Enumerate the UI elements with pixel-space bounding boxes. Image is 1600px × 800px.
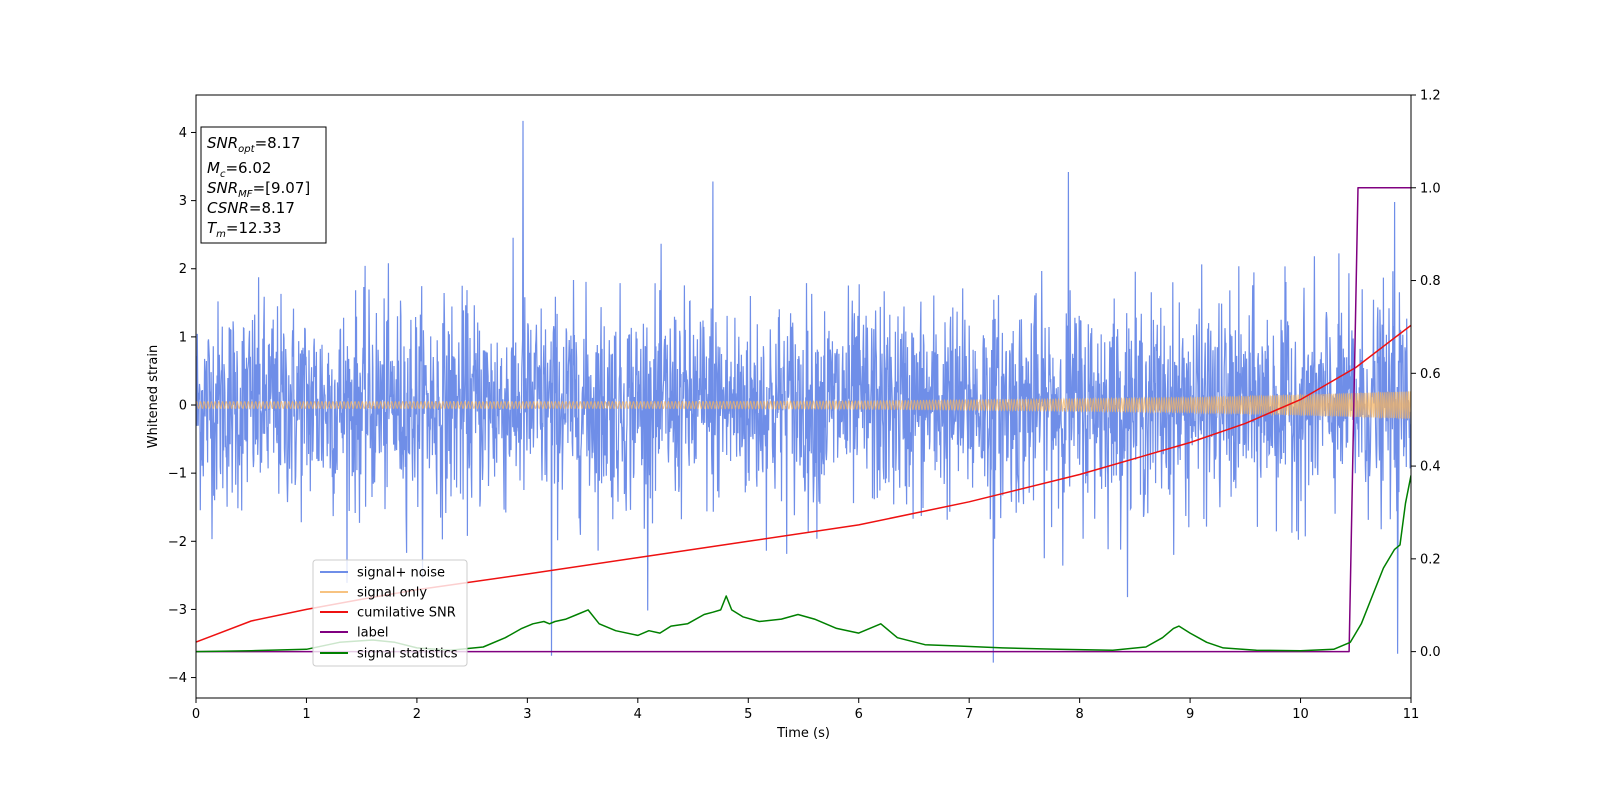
annotation-symbol: CSNR <box>207 199 249 217</box>
annotation-value: =8.17 <box>249 199 295 217</box>
y-right-tick-label: 0.8 <box>1420 274 1441 289</box>
legend: signal+ noise signal only cumilative SNR la… <box>312 559 468 667</box>
annotation-subscript: opt <box>238 144 255 155</box>
y-left-tick-label: 2 <box>179 262 187 277</box>
legend-label: cumilative SNR <box>357 606 456 621</box>
annotation-subscript: c <box>220 169 226 180</box>
y-right-tick-label: 0.2 <box>1420 552 1441 567</box>
x-tick-label: 1 <box>302 707 310 722</box>
series-signal-statistics-line <box>196 475 1411 653</box>
x-tick-label: 11 <box>1403 707 1420 722</box>
x-tick-label: 5 <box>744 707 752 722</box>
legend-label: signal+ noise <box>357 566 445 581</box>
legend-label: label <box>357 626 388 641</box>
y-left-tick-label: 3 <box>179 194 187 209</box>
annotation-value: =8.17 <box>255 134 301 152</box>
x-tick-label: 8 <box>1075 707 1083 722</box>
annotation-box: SNRopt=8.17Mc=6.02SNRMF=[9.07]CSNR=8.17T… <box>200 126 327 244</box>
x-tick-label: 4 <box>634 707 642 722</box>
annotation-symbol: M <box>207 159 220 177</box>
annotation-value: =[9.07] <box>253 179 311 197</box>
annotation-line: Mc=6.02 <box>207 159 271 180</box>
annotation-subscript: MF <box>238 189 253 200</box>
x-tick-label: 10 <box>1292 707 1309 722</box>
y-right-tick-label: 0.4 <box>1420 460 1441 475</box>
x-tick-label: 7 <box>965 707 973 722</box>
axes-layer: 0 1 2 3 4 5 6 7 8 9 10 1143210−1−2−3−41.21.00.80.60… <box>168 89 1441 723</box>
y-left-tick-label: −1 <box>168 467 187 482</box>
legend-label: signal only <box>357 586 427 601</box>
annotation-symbol: T <box>207 219 218 237</box>
y-left-tick-label: 1 <box>179 330 187 345</box>
annotation-symbol: SNR <box>207 134 238 152</box>
legend-label: signal statistics <box>357 647 458 662</box>
y-right-tick-label: 0.0 <box>1420 645 1441 660</box>
y-left-tick-label: −2 <box>168 535 187 550</box>
y-left-tick-label: 0 <box>179 399 187 414</box>
y-axis-label-left: Whitened strain <box>146 345 161 448</box>
plot-frame <box>195 94 1412 699</box>
y-right-tick-label: 1.0 <box>1420 181 1441 196</box>
annotation-frame <box>200 126 327 244</box>
annotation-value: =12.33 <box>226 219 282 237</box>
x-axis-label: Time (s) <box>776 726 830 741</box>
annotation-symbol: SNR <box>207 179 238 197</box>
y-left-tick-label: −4 <box>168 671 187 686</box>
series-signal-only-line <box>196 390 1411 420</box>
legend-frame <box>312 559 468 667</box>
y-right-tick-label: 1.2 <box>1420 89 1441 104</box>
annotation-line: CSNR=8.17 <box>207 199 295 217</box>
x-tick-label: 6 <box>855 707 863 722</box>
x-tick-label: 2 <box>413 707 421 722</box>
y-left-tick-label: −3 <box>168 603 187 618</box>
series-signal-noise-line <box>196 120 1411 663</box>
x-tick-label: 9 <box>1186 707 1194 722</box>
annotation-line: Tm=12.33 <box>207 219 281 240</box>
annotation-line: SNRMF=[9.07] <box>207 179 310 200</box>
x-tick-label: 0 <box>192 707 200 722</box>
annotation-subscript: m <box>216 229 226 240</box>
x-tick-label: 3 <box>523 707 531 722</box>
y-right-tick-label: 0.6 <box>1420 367 1441 382</box>
series-label-line <box>196 187 1411 653</box>
annotation-line: SNRopt=8.17 <box>207 134 301 155</box>
annotation-value: =6.02 <box>225 159 271 177</box>
y-left-tick-label: 4 <box>179 126 187 141</box>
